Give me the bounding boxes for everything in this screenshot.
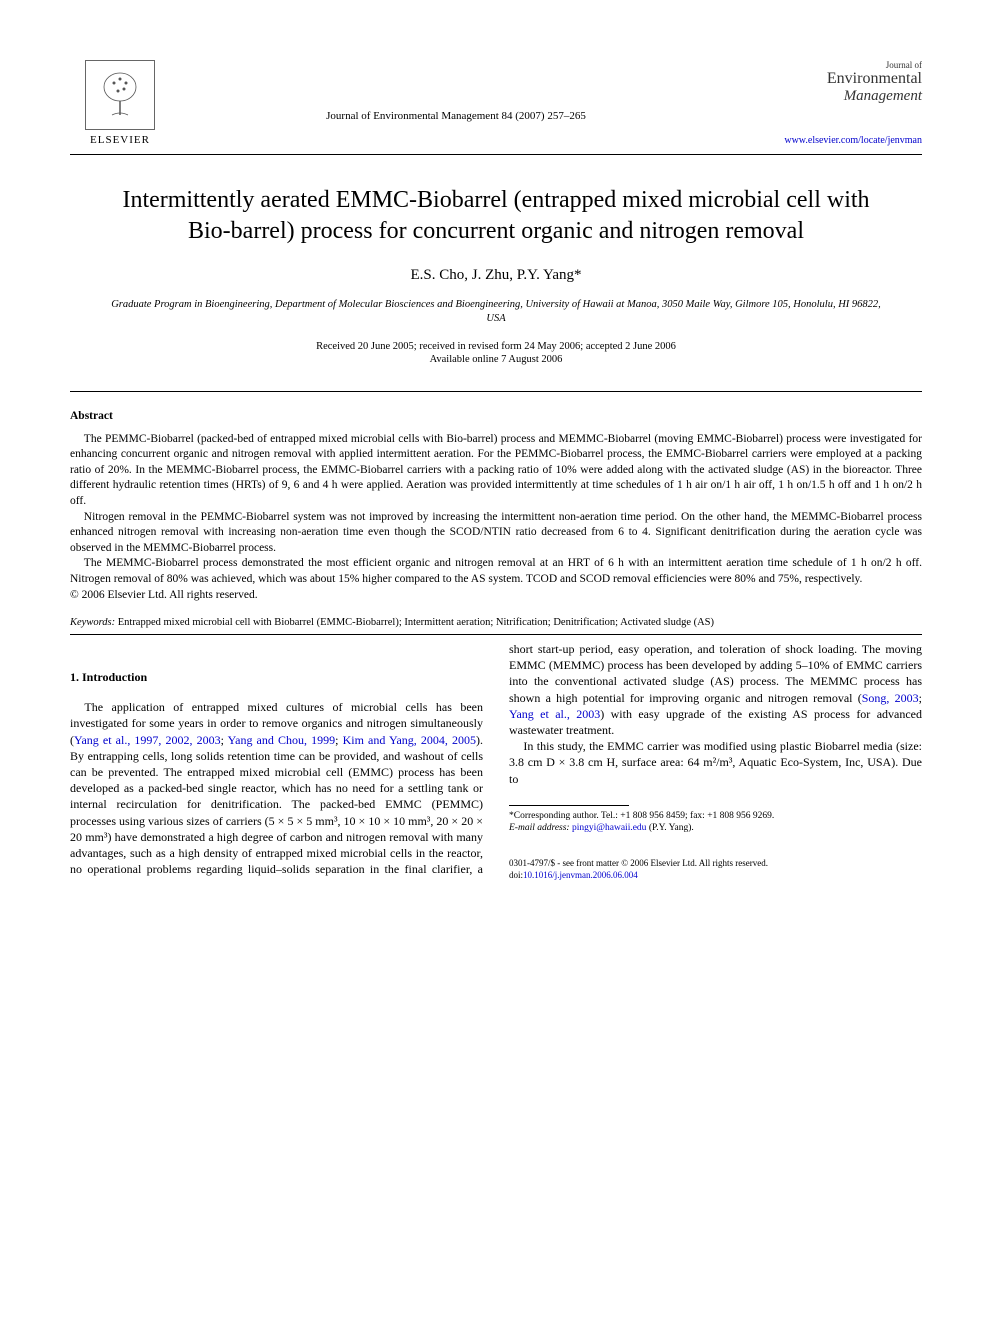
body-columns: 1. Introduction The application of entra… [70,641,922,882]
citation-yang-2003[interactable]: Yang et al., 2003 [509,707,600,721]
article-title: Intermittently aerated EMMC-Biobarrel (e… [110,185,882,247]
abstract-body: The PEMMC-Biobarrel (packed-bed of entra… [70,432,922,587]
journal-logo-line1: Environmental [742,70,922,88]
footer-block: 0301-4797/$ - see front matter © 2006 El… [509,858,922,881]
footnote-rule [509,805,629,806]
article-dates: Received 20 June 2005; received in revis… [70,340,922,367]
article-authors: E.S. Cho, J. Zhu, P.Y. Yang* [70,267,922,284]
abstract-para-3: The MEMMC-Biobarrel process demonstrated… [70,556,922,587]
dates-online: Available online 7 August 2006 [430,354,563,365]
abstract-para-1: The PEMMC-Biobarrel (packed-bed of entra… [70,432,922,510]
page-header: ELSEVIER Journal of Environmental Manage… [70,60,922,146]
keywords-label: Keywords: [70,617,115,628]
publisher-logo: ELSEVIER [70,60,170,146]
intro-para-2: In this study, the EMMC carrier was modi… [509,738,922,787]
corresponding-name: (P.Y. Yang). [649,823,694,833]
dates-received: Received 20 June 2005; received in revis… [316,341,676,352]
abstract-bottom-rule [70,634,922,635]
front-matter-text: 0301-4797/$ - see front matter © 2006 El… [509,858,768,868]
journal-url[interactable]: www.elsevier.com/locate/jenvman [742,135,922,146]
citation-kim-yang-2004[interactable]: Kim and Yang, 2004, 2005 [343,733,476,747]
corresponding-author-note: *Corresponding author. Tel.: +1 808 956 … [509,810,922,835]
doi-link[interactable]: 10.1016/j.jenvman.2006.06.004 [523,870,638,880]
keywords-text: Entrapped mixed microbial cell with Biob… [115,617,714,628]
header-rule [70,154,922,155]
journal-logo: Journal of Environmental Management www.… [742,60,922,146]
abstract-top-rule [70,391,922,392]
article-affiliation: Graduate Program in Bioengineering, Depa… [110,298,882,325]
doi-label: doi: [509,870,523,880]
corresponding-email[interactable]: pingyi@hawaii.edu [570,823,649,833]
publisher-name: ELSEVIER [90,134,150,146]
citation-yang-chou-1999[interactable]: Yang and Chou, 1999 [228,733,335,747]
corresponding-text: *Corresponding author. Tel.: +1 808 956 … [509,811,774,821]
keywords: Keywords: Entrapped mixed microbial cell… [70,617,922,628]
journal-logo-line2: Management [742,88,922,105]
elsevier-tree-icon [85,60,155,130]
citation-yang-1997[interactable]: Yang et al., 1997, 2002, 2003 [74,733,221,747]
journal-reference: Journal of Environmental Management 84 (… [170,60,742,122]
abstract-heading: Abstract [70,410,922,422]
section-1-heading: 1. Introduction [70,669,483,685]
journal-logo-prefix: Journal of [742,60,922,70]
abstract-copyright: © 2006 Elsevier Ltd. All rights reserved… [70,589,922,601]
email-label: E-mail address: [509,823,570,833]
abstract-para-2: Nitrogen removal in the PEMMC-Biobarrel … [70,510,922,557]
citation-song-2003[interactable]: Song, 2003 [862,691,919,705]
footnote-block: *Corresponding author. Tel.: +1 808 956 … [509,805,922,882]
